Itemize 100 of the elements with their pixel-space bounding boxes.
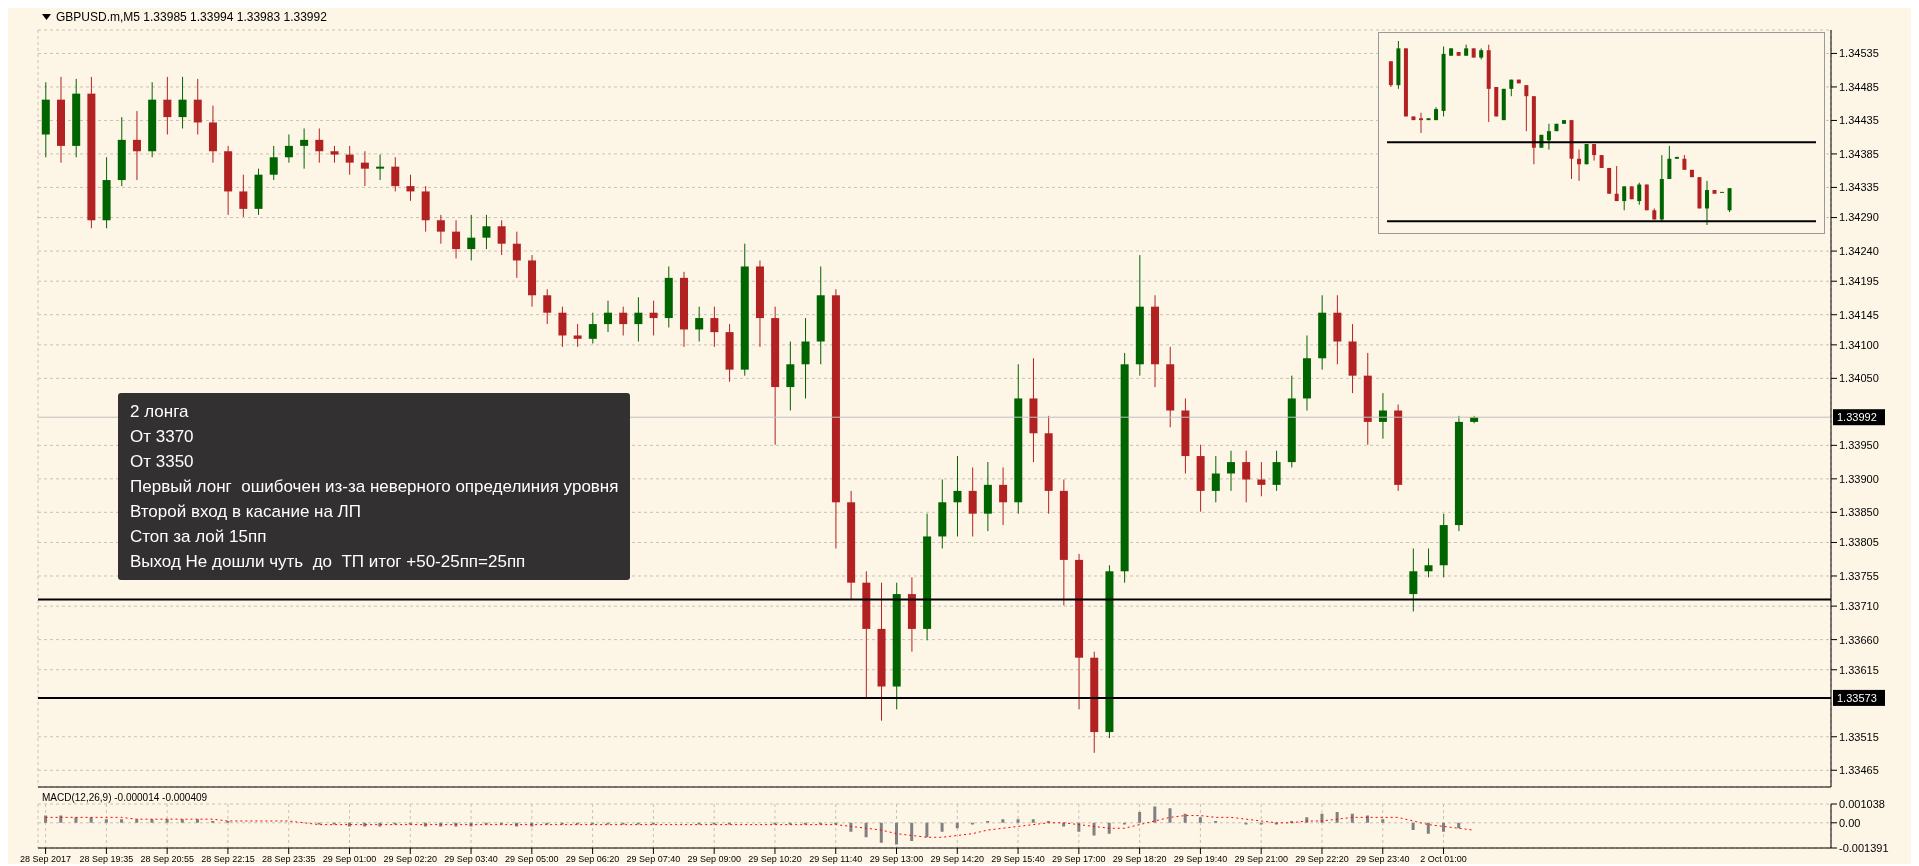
- bar: [1031, 819, 1035, 823]
- y-tick-label: 1.34535: [1839, 47, 1879, 60]
- annotation: Первый лонг ошибочен из-за неверного определиния уровня: [130, 476, 619, 498]
- bar: [1198, 817, 1202, 823]
- x-tick-label: 29 Sep 05:00: [505, 854, 559, 865]
- candlestick: [786, 341, 795, 412]
- candlestick: [436, 214, 445, 245]
- x-tick-label: 29 Sep 03:40: [444, 854, 498, 865]
- candlestick: [1409, 548, 1418, 612]
- candlestick: [695, 306, 704, 343]
- candlestick: [1257, 461, 1266, 497]
- candlestick: [604, 300, 613, 333]
- bar: [165, 819, 169, 823]
- y-tick-label: 1.33615: [1839, 663, 1879, 676]
- candlestick: [178, 76, 187, 129]
- bar: [1183, 813, 1187, 823]
- candlestick: [376, 154, 385, 181]
- candlestick: [1637, 182, 1642, 206]
- bar: [894, 822, 898, 845]
- y-tick-label: 1.34145: [1839, 308, 1879, 321]
- ref-line-label: 1.33573: [1837, 691, 1877, 704]
- candlestick: [1577, 149, 1582, 182]
- x-tick-label: 28 Sep 20:55: [140, 854, 194, 865]
- candlestick: [132, 110, 141, 181]
- y-tick-label: 1.34335: [1839, 181, 1879, 194]
- bar: [180, 819, 184, 823]
- candlestick: [284, 134, 293, 164]
- candlestick: [1388, 60, 1393, 88]
- x-tick-label: 28 Sep 23:35: [261, 854, 316, 865]
- chart-title: MACD(12,26,9) -0.000014 -0.000409: [42, 792, 208, 803]
- candlestick: [452, 219, 461, 259]
- candlestick: [1727, 187, 1732, 213]
- candlestick: [1211, 455, 1220, 503]
- candlestick: [497, 219, 506, 256]
- x-tick-label: 29 Sep 18:20: [1112, 854, 1167, 865]
- bar: [925, 822, 929, 838]
- x-tick-label: 28 Sep 19:35: [79, 854, 134, 865]
- candlestick: [163, 76, 172, 136]
- y-tick-label: 1.34290: [1839, 211, 1879, 224]
- candlestick: [391, 156, 400, 192]
- y-tick-label: 0.00: [1839, 816, 1861, 829]
- candlestick: [1242, 450, 1251, 503]
- y-tick-label: 1.34240: [1839, 244, 1879, 257]
- candlestick: [467, 214, 476, 261]
- annotation: 2 лонга: [130, 401, 190, 423]
- x-tick-label: 29 Sep 10:20: [748, 854, 802, 865]
- y-tick-label: 1.33755: [1839, 569, 1879, 582]
- candlestick: [482, 214, 491, 250]
- y-tick-label: 1.34435: [1839, 114, 1879, 127]
- y-tick-label: 1.33515: [1839, 730, 1879, 743]
- candlestick: [360, 150, 369, 187]
- candlestick: [1418, 112, 1423, 134]
- x-tick-label: 29 Sep 22:20: [1295, 854, 1349, 865]
- y-tick-label: 1.33950: [1839, 439, 1879, 452]
- y-tick-label: 1.33660: [1839, 633, 1879, 646]
- bar: [1168, 808, 1172, 823]
- bar: [1442, 822, 1446, 832]
- y-tick-label: 1.33900: [1839, 472, 1879, 485]
- y-tick-label: 1.33850: [1839, 506, 1879, 519]
- x-tick-label: 29 Sep 14:20: [930, 854, 985, 865]
- x-tick-label: 29 Sep 07:40: [626, 854, 681, 865]
- candlestick: [1546, 123, 1551, 151]
- bar: [1426, 822, 1430, 834]
- y-tick-label: 1.34100: [1839, 338, 1879, 351]
- x-tick-label: 29 Sep 19:40: [1173, 854, 1228, 865]
- x-tick-label: 29 Sep 06:20: [565, 854, 620, 865]
- bar: [940, 822, 944, 832]
- line-series: [45, 815, 1475, 838]
- bar: [1001, 819, 1005, 823]
- candlestick: [619, 306, 628, 336]
- candlestick: [999, 466, 1008, 526]
- candlestick: [710, 306, 719, 348]
- x-tick-label: 29 Sep 23:40: [1355, 854, 1410, 865]
- ref-line-label: 1.33992: [1837, 411, 1877, 424]
- candlestick: [1622, 185, 1627, 211]
- candlestick: [1424, 548, 1433, 578]
- candlestick: [573, 323, 582, 348]
- candlestick: [1667, 145, 1672, 180]
- candlestick: [239, 174, 248, 218]
- bar: [910, 822, 914, 841]
- bar: [1411, 822, 1415, 831]
- candlestick: [953, 455, 962, 537]
- candlestick: [1704, 180, 1709, 225]
- bar: [196, 819, 200, 823]
- annotation: От 3370: [130, 426, 195, 448]
- annotation: Второй вход в касание на ЛП: [130, 501, 362, 523]
- bar: [1335, 811, 1339, 823]
- x-tick-label: 28 Sep 22:15: [201, 854, 255, 865]
- bar: [59, 815, 63, 823]
- candlestick: [512, 231, 521, 279]
- candlestick: [1524, 84, 1529, 132]
- candlestick: [300, 127, 309, 170]
- x-tick-label: 29 Sep 11:40: [809, 854, 863, 865]
- candlestick: [1227, 450, 1235, 492]
- x-tick-label: 29 Sep 02:20: [383, 854, 438, 865]
- chart-title: GBPUSD.m,M5 1.33985 1.33994 1.33983 1.33992: [56, 10, 327, 24]
- bar: [1016, 819, 1020, 823]
- y-tick-label: 1.33710: [1839, 600, 1879, 613]
- y-tick-label: 0.001038: [1839, 797, 1885, 810]
- x-tick-label: 29 Sep 09:00: [687, 854, 741, 865]
